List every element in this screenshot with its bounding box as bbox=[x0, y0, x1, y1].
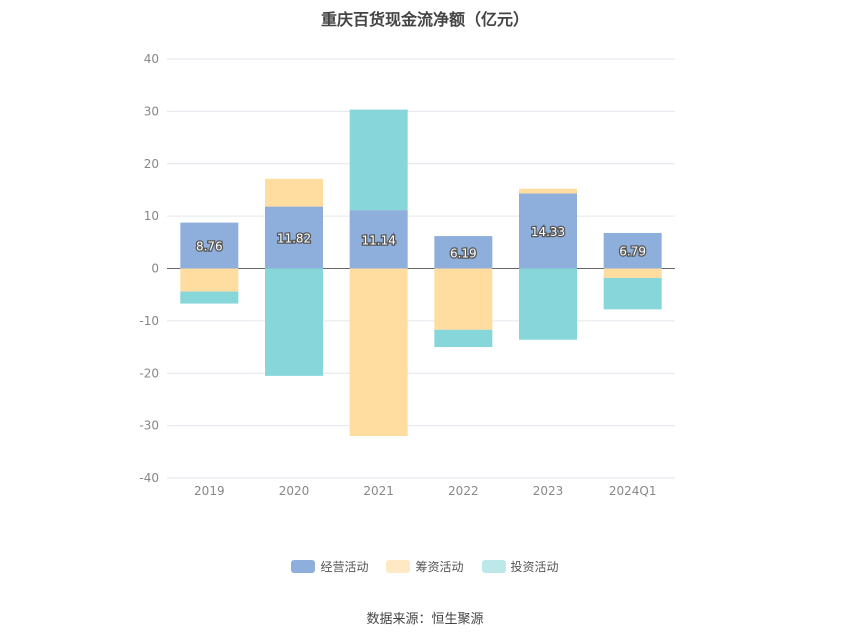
x-tick-label: 2024Q1 bbox=[609, 484, 657, 498]
x-tick-label: 2019 bbox=[194, 484, 225, 498]
legend: 经营活动 筹资活动 投资活动 bbox=[0, 558, 850, 575]
y-tick-label: 20 bbox=[144, 157, 159, 171]
data-label: 11.14 bbox=[361, 233, 395, 247]
bar-investing bbox=[434, 329, 493, 348]
bar-financing bbox=[603, 268, 662, 278]
bar-financing bbox=[434, 268, 493, 330]
data-label: 6.19 bbox=[450, 246, 477, 260]
bar-operating bbox=[603, 232, 662, 269]
legend-swatch-investing bbox=[481, 560, 506, 573]
y-tick-label: -30 bbox=[139, 419, 159, 433]
y-tick-label: -20 bbox=[139, 366, 159, 380]
legend-label-financing: 筹资活动 bbox=[415, 560, 464, 574]
x-tick-label: 2021 bbox=[363, 484, 394, 498]
bar-investing bbox=[603, 277, 662, 310]
legend-label-investing: 投资活动 bbox=[510, 560, 559, 574]
y-tick-label: 30 bbox=[144, 104, 159, 118]
data-source: 数据来源：恒生聚源 bbox=[366, 612, 484, 627]
y-tick-label: 40 bbox=[144, 52, 159, 66]
legend-swatch-financing bbox=[386, 560, 411, 573]
data-label: 11.82 bbox=[277, 232, 311, 246]
legend-swatch-operating bbox=[291, 560, 316, 573]
x-tick-label: 2022 bbox=[448, 484, 479, 498]
chart-title: 重庆百货现金流净额（亿元） bbox=[320, 10, 529, 29]
data-label: 8.76 bbox=[196, 240, 223, 254]
y-tick-label: 0 bbox=[151, 262, 159, 276]
bar-financing bbox=[265, 178, 323, 207]
legend-item-financing[interactable]: 筹资活动 bbox=[386, 558, 464, 575]
data-label: 14.33 bbox=[531, 225, 565, 239]
y-tick-label: -10 bbox=[139, 314, 159, 328]
legend-item-investing[interactable]: 投资活动 bbox=[481, 558, 559, 575]
x-tick-label: 2020 bbox=[279, 484, 310, 498]
bar-investing bbox=[519, 268, 577, 340]
bar-operating bbox=[180, 222, 239, 269]
x-tick-label: 2023 bbox=[533, 484, 564, 498]
bar-financing bbox=[180, 268, 239, 292]
bar-chart: 40 30 20 10 0 -10 -20 -30 -40 8.76 2019 11.82 2020 11… bbox=[139, 52, 675, 498]
legend-label-operating: 经营活动 bbox=[320, 560, 369, 574]
bar-financing bbox=[519, 188, 577, 194]
bar-investing bbox=[349, 109, 408, 211]
bar-investing bbox=[180, 291, 239, 304]
data-label: 6.79 bbox=[619, 245, 646, 259]
legend-item-operating[interactable]: 经营活动 bbox=[291, 558, 368, 575]
bar-operating bbox=[434, 236, 493, 269]
y-tick-label: -40 bbox=[139, 471, 159, 485]
bar-operating bbox=[265, 206, 323, 269]
bar-financing bbox=[349, 268, 408, 437]
y-tick-label: 10 bbox=[144, 209, 159, 223]
bar-operating bbox=[519, 193, 577, 269]
bar-operating bbox=[349, 210, 408, 269]
bar-investing bbox=[265, 268, 323, 376]
